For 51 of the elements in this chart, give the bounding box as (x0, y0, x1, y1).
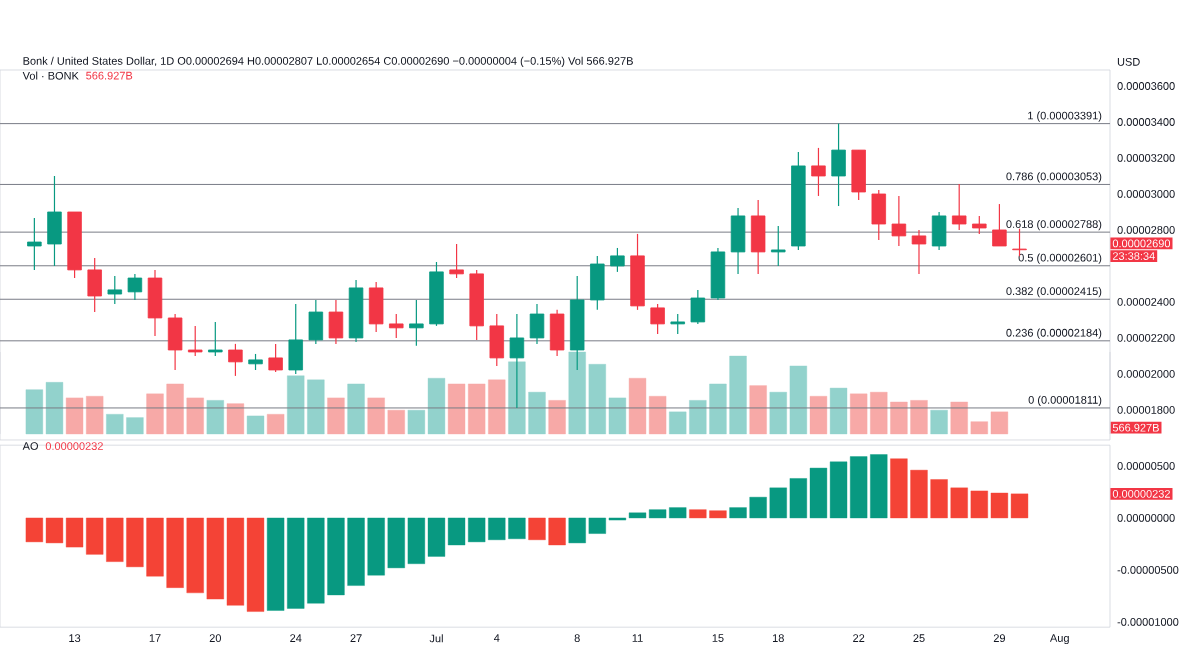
candlestick (268, 343, 283, 373)
candlestick (308, 299, 324, 345)
candlestick (87, 257, 102, 313)
candlestick (851, 149, 866, 201)
bar (930, 410, 948, 435)
candlestick (187, 325, 203, 357)
candlestick (771, 225, 786, 267)
candlestick (710, 247, 726, 301)
candlestick (529, 303, 545, 345)
candlestick (549, 309, 565, 357)
candlestick (449, 243, 464, 279)
candlestick (610, 247, 625, 273)
candlestick (208, 321, 223, 357)
bar (809, 396, 828, 435)
candlestick (107, 275, 123, 305)
candlestick (650, 303, 665, 335)
candlestick (167, 313, 183, 371)
candlestick (871, 189, 887, 241)
candlestick (750, 199, 766, 275)
candlestick (931, 211, 947, 251)
bar (206, 400, 224, 435)
bar (266, 414, 285, 435)
candlestick (730, 207, 746, 275)
candlestick (690, 289, 706, 325)
bar (246, 415, 265, 435)
bar (749, 385, 767, 435)
candlestick (489, 313, 505, 367)
candlestick (951, 183, 967, 231)
candlestick (47, 175, 62, 267)
candlestick (590, 255, 605, 311)
candlestick (288, 303, 303, 375)
candlestick (127, 273, 143, 301)
candlestick (409, 299, 424, 347)
candlestick (368, 281, 384, 333)
bar (829, 387, 848, 435)
bar (548, 400, 566, 435)
candlestick (670, 313, 685, 335)
candlestick (911, 229, 927, 275)
bar (347, 383, 365, 435)
candlestick (389, 313, 404, 339)
bar (226, 403, 245, 435)
bar (327, 397, 345, 435)
candlestick (811, 147, 826, 197)
candlestick (831, 123, 846, 207)
candlestick (228, 343, 243, 377)
candlestick (328, 299, 344, 345)
candlestick (27, 217, 42, 271)
candlestick (147, 269, 163, 337)
candlestick (1012, 228, 1027, 257)
candlestick (992, 203, 1007, 247)
candlestick (891, 195, 907, 247)
